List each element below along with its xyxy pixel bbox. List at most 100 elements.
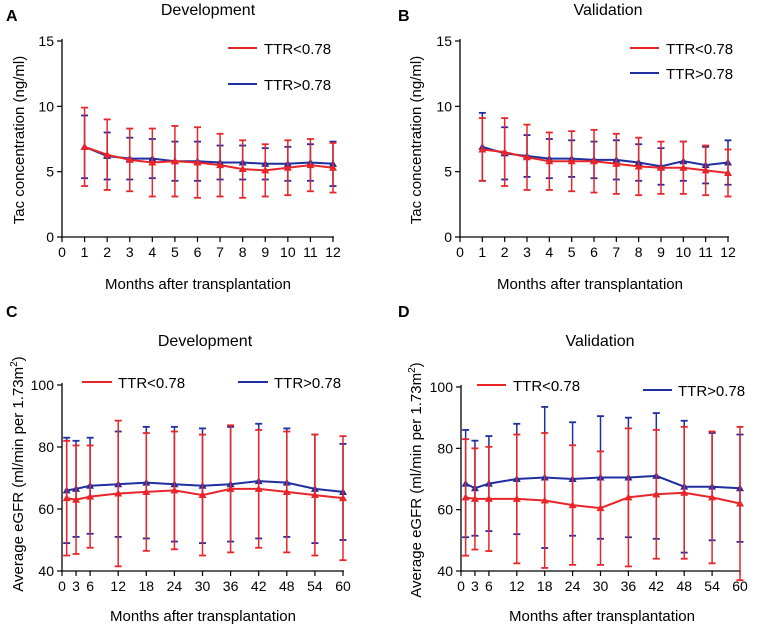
panel-c-x-tick-label-36: 36 [223, 578, 239, 594]
panel-c-x-tick-label-12: 12 [110, 578, 126, 594]
panel-a-series-ttr-low [80, 106, 337, 199]
panel-a-ttr-low-point-1 [80, 142, 89, 150]
panel-c-legend-label-high: TTR>0.78 [274, 375, 341, 392]
panel-d-ttr-low-point-42 [652, 490, 661, 498]
panel-c-series-ttr-low [62, 419, 347, 568]
panel-a-x-tick-label-8: 8 [239, 244, 247, 260]
panel-d-legend-label-low: TTR<0.78 [513, 378, 580, 395]
panel-a-y-tick-label-15: 15 [38, 33, 54, 49]
panel-c-y-tick-label-40: 40 [38, 563, 54, 579]
panel-a-x-tick-label-12: 12 [325, 244, 341, 260]
panel-b-x-tick-label-3: 3 [523, 244, 531, 260]
panel-c-ylabel-main: Average eGFR (ml/min per 1.73m [10, 367, 27, 592]
panel-b-legend-label-low: TTR<0.78 [666, 41, 733, 58]
panel-c-ttr-low-point-36 [226, 484, 235, 492]
panel-a-ttr-low-point-6 [193, 158, 202, 166]
panel-d-x-tick-label-18: 18 [537, 578, 553, 594]
panel-c-ttr-low-line [66, 487, 344, 501]
panel-a-x-tick-label-5: 5 [171, 244, 179, 260]
panel-d-ylabel: Average eGFR (ml/min per 1.73m2) [407, 362, 425, 597]
panel-b-ttr-low-point-9 [657, 163, 665, 171]
panel-b-series-ttr-low [478, 117, 732, 198]
panel-d-x-tick-label-54: 54 [704, 578, 720, 594]
panel-d-letter: D [398, 304, 410, 321]
panel-b-ttr-low-point-3 [523, 153, 531, 161]
panel-d-xlabel: Months after transplantation [509, 608, 695, 625]
panel-b-x-tick-label-7: 7 [612, 244, 620, 260]
panel-a-x-tick-label-11: 11 [303, 244, 318, 260]
panel-d-ttr-low-point-36 [624, 493, 633, 501]
panel-b-legend: TTR<0.78 TTR>0.78 [630, 41, 733, 83]
panel-c-x-tick-label-42: 42 [251, 578, 267, 594]
panel-b-x-tick-label-12: 12 [720, 244, 736, 260]
panel-b-ttr-low-point-7 [612, 159, 621, 167]
panel-c-y-tick-label-80: 80 [38, 439, 54, 455]
panel-b: B Validation Tac concentration (ng/ml) M… [398, 2, 736, 293]
panel-c-x-tick-label-0: 0 [58, 578, 66, 594]
panel-c-legend-label-low: TTR<0.78 [118, 375, 185, 392]
panel-b-y-tick-label-15: 15 [436, 33, 452, 49]
panel-a-x-tick-label-10: 10 [280, 244, 296, 260]
panel-d-title: Validation [565, 333, 634, 350]
panel-b-x-tick-label-10: 10 [676, 244, 692, 260]
panel-d-ylabel-end: ) [408, 362, 425, 367]
panel-c-title: Development [158, 333, 253, 350]
panel-d-x-tick-label-60: 60 [732, 578, 748, 594]
panel-b-ylabel: Tac concentration (ng/ml) [408, 56, 425, 224]
panel-a-ttr-low-point-9 [261, 166, 270, 174]
panel-b-legend-label-high: TTR>0.78 [666, 66, 733, 83]
panel-a-ttr-low-point-3 [125, 155, 134, 163]
panel-b-ttr-low-point-10 [679, 163, 688, 171]
panel-a-legend-label-high: TTR>0.78 [264, 77, 331, 94]
panel-c-ylabel: Average eGFR (ml/min per 1.73m2) [9, 356, 27, 591]
panel-d-ttr-low-point-3 [470, 494, 479, 502]
panel-d-x-tick-label-30: 30 [593, 578, 609, 594]
panel-c-y-tick-label-100: 100 [31, 377, 55, 393]
panel-a-x-tick-label-7: 7 [216, 244, 224, 260]
panel-d-ttr-low-point-54 [708, 493, 717, 501]
panel-d-y-tick-label-40: 40 [437, 563, 453, 579]
panel-a-series-ttr-high [80, 114, 337, 187]
panel-a-legend: TTR<0.78 TTR>0.78 [228, 41, 331, 94]
panel-b-title: Validation [573, 2, 642, 19]
panel-d-x-tick-label-48: 48 [676, 578, 692, 594]
panel-d-x-tick-label-6: 6 [485, 578, 493, 594]
panel-c-x-tick-label-54: 54 [307, 578, 323, 594]
panel-d-y-tick-label-100: 100 [430, 379, 454, 395]
panel-c-ttr-low-point-30 [198, 491, 207, 499]
panel-b-x-tick-label-0: 0 [456, 244, 464, 260]
panel-c-ttr-low-point-3 [72, 495, 81, 503]
panel-b-x-tick-label-11: 11 [698, 244, 713, 260]
panel-a-ttr-low-point-7 [216, 161, 225, 169]
panel-a-x-tick-label-0: 0 [58, 244, 66, 260]
panel-d-x-tick-label-3: 3 [471, 578, 479, 594]
panel-d-x-tick-label-0: 0 [457, 578, 465, 594]
panel-d-ttr-low-point-48 [680, 488, 689, 496]
panel-b-x-tick-label-8: 8 [635, 244, 643, 260]
panel-c-x-tick-label-3: 3 [72, 578, 80, 594]
panel-b-x-tick-label-6: 6 [590, 244, 598, 260]
panel-c-ttr-low-point-18 [142, 487, 151, 495]
panel-d-x-tick-label-12: 12 [509, 578, 525, 594]
panel-d-legend-label-high: TTR>0.78 [678, 383, 745, 400]
panel-b-series-ttr-high [478, 111, 732, 186]
panel-a-letter: A [6, 8, 18, 25]
panel-d-legend: TTR<0.78 TTR>0.78 [477, 378, 745, 400]
panel-b-y-tick-label-0: 0 [444, 229, 452, 245]
panel-c-ttr-low-point-24 [170, 486, 179, 494]
panel-a-x-tick-label-3: 3 [126, 244, 134, 260]
panel-b-ttr-low-point-11 [701, 166, 710, 174]
panel-a-y-tick-label-10: 10 [38, 98, 54, 114]
panel-c-x-tick-label-60: 60 [335, 578, 351, 594]
panel-a-ttr-low-line [84, 145, 334, 172]
panel-d-y-tick-label-60: 60 [437, 502, 453, 518]
panel-c-x-tick-label-48: 48 [279, 578, 295, 594]
panel-b-y-tick-label-10: 10 [436, 98, 452, 114]
panel-c-x-tick-label-24: 24 [167, 578, 183, 594]
panel-d-series-ttr-low [461, 425, 744, 582]
panel-d-series-ttr-high [461, 406, 744, 554]
panel-d-y-tick-label-80: 80 [437, 440, 453, 456]
panel-a-x-tick-label-6: 6 [194, 244, 202, 260]
